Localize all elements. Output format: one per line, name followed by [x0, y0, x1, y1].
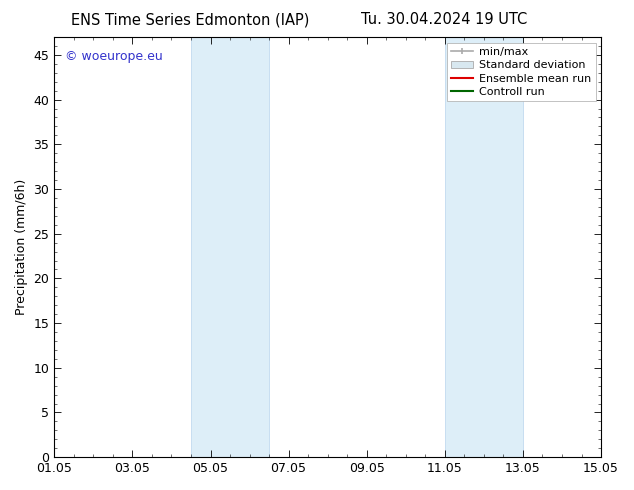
Text: Tu. 30.04.2024 19 UTC: Tu. 30.04.2024 19 UTC [361, 12, 527, 27]
Legend: min/max, Standard deviation, Ensemble mean run, Controll run: min/max, Standard deviation, Ensemble me… [446, 43, 595, 101]
Text: ENS Time Series Edmonton (IAP): ENS Time Series Edmonton (IAP) [71, 12, 309, 27]
Text: © woeurope.eu: © woeurope.eu [65, 49, 163, 63]
Bar [445, 37, 523, 457]
Y-axis label: Precipitation (mm/6h): Precipitation (mm/6h) [15, 179, 28, 315]
Bar [191, 37, 269, 457]
